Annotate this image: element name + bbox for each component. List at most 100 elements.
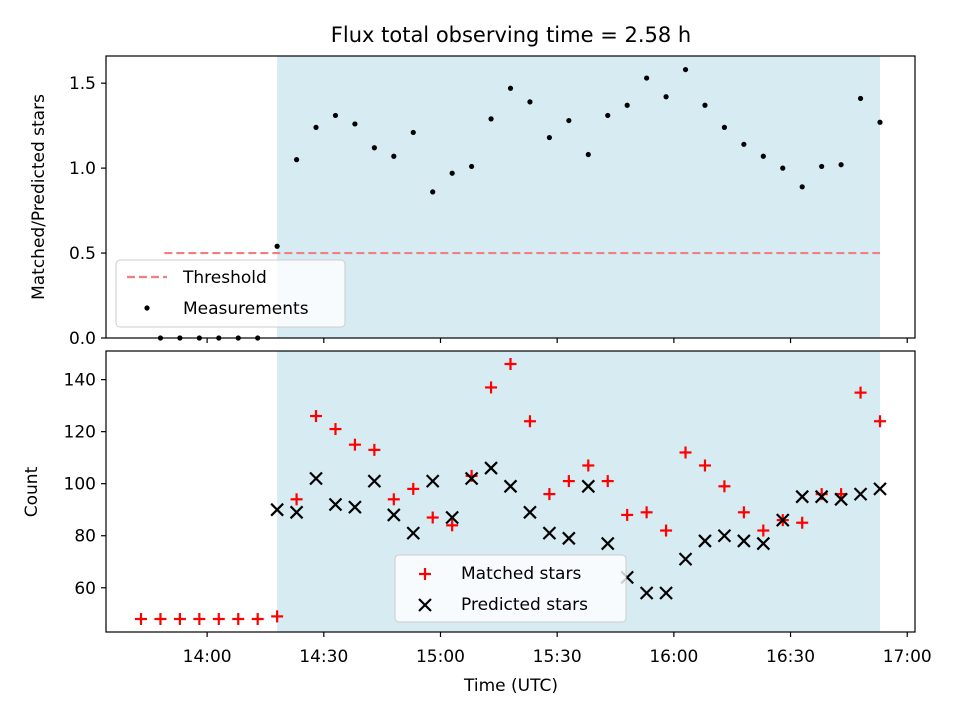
measurement-point: [819, 163, 825, 170]
matched-star-point: [640, 506, 653, 519]
count-panel-frame: [105, 350, 916, 633]
measurement-point: [391, 153, 397, 159]
measurement-point: [663, 94, 669, 100]
y-tick-label: 1.0: [69, 159, 96, 179]
predicted-legend-label: Predicted stars: [461, 595, 588, 615]
predicted-star-point: [853, 487, 868, 501]
predicted-star-point: [270, 502, 284, 517]
count-panel-legend: Matched stars Predicted stars: [394, 554, 627, 623]
matched-star-point: [310, 410, 323, 423]
matched-star-point: [173, 612, 186, 625]
matched-star-point: [193, 612, 206, 625]
measurement-point: [624, 102, 630, 108]
matched-star-point: [854, 386, 867, 399]
measurement-point: [449, 170, 455, 176]
predicted-star-point: [873, 482, 887, 496]
matched-star-point: [601, 475, 614, 488]
y-tick-label: 0.0: [69, 329, 96, 349]
measurement-point: [799, 184, 805, 190]
matched-star-point: [543, 488, 556, 501]
predicted-star-point: [387, 508, 401, 522]
legend-box: [394, 554, 627, 623]
x-tick-label: 16:00: [649, 647, 698, 667]
predicted-star-point: [795, 489, 809, 504]
ratio-panel-frame: [105, 55, 916, 339]
predicted-star-point: [581, 479, 596, 494]
x-axis-label: Time (UTC): [463, 676, 558, 696]
matched-star-point: [407, 482, 420, 495]
predicted-star-point: [425, 474, 440, 488]
matched-star-point: [504, 358, 517, 371]
matched-star-point: [485, 381, 498, 394]
x-tick-label: 14:30: [299, 647, 348, 667]
measurement-point: [410, 129, 416, 136]
predicted-star-point: [503, 479, 518, 494]
matched-star-point: [698, 459, 711, 472]
measurement-point: [682, 66, 689, 73]
predicted-star-point: [600, 536, 615, 551]
legend-box: [115, 259, 346, 328]
measurement-point: [469, 163, 475, 170]
predicted-star-point: [834, 492, 848, 507]
matched-star-point: [348, 438, 361, 451]
y-tick-label: 140: [64, 371, 96, 391]
measurement-point: [780, 165, 786, 171]
matched-star-point: [582, 459, 595, 472]
predicted-legend-swatch: [418, 598, 432, 612]
threshold-legend-label: Threshold: [182, 268, 267, 288]
measurement-point: [430, 189, 436, 195]
matched-star-point: [135, 612, 148, 625]
predicted-star-point: [348, 500, 362, 514]
measurement-point: [371, 145, 377, 151]
ratio-panel-legend: Threshold Measurements: [115, 259, 346, 328]
matched-star-point: [290, 493, 303, 506]
predicted-star-point: [406, 526, 421, 540]
measurement-point: [352, 121, 358, 127]
matched-star-point: [679, 446, 692, 459]
measurement-point: [527, 99, 533, 105]
predicted-star-point: [698, 534, 712, 548]
predicted-star-point: [523, 505, 537, 520]
predicted-star-point: [464, 471, 479, 486]
predicted-star-point: [542, 526, 557, 540]
count-panel-x-ticks: 14:00 14:30 15:00 15:30 16:00 16:30 17:00: [183, 632, 932, 667]
ratio-panel: 0.0 0.5 1.0 1.5 Matched/Predicted stars Thr…: [29, 55, 916, 349]
x-tick-label: 15:00: [416, 647, 465, 667]
matched-star-point: [426, 511, 439, 524]
figure-title: Flux total observing time = 2.58 h: [331, 23, 691, 47]
matched-star-point: [796, 516, 809, 529]
matched-star-point: [873, 415, 886, 428]
predicted-star-point: [717, 528, 732, 543]
matched-star-point: [387, 493, 400, 506]
predicted-star-point: [484, 461, 498, 475]
measurement-point: [877, 119, 883, 125]
measurements-legend-label: Measurements: [183, 299, 309, 319]
matched-star-point: [660, 524, 673, 537]
measurement-point: [702, 102, 708, 108]
predicted-star-point: [445, 510, 459, 525]
predicted-star-point: [367, 474, 382, 488]
matched-legend-swatch: [419, 568, 431, 580]
measurement-point: [741, 141, 747, 147]
measurement-point: [566, 117, 572, 124]
matched-star-point: [154, 612, 167, 625]
measurement-point: [488, 116, 494, 122]
x-tick-label: 16:30: [766, 647, 815, 667]
matched-star-point: [368, 443, 381, 456]
predicted-star-point: [289, 505, 304, 520]
measurement-point: [838, 162, 844, 168]
ratio-panel-x-ticks: [206, 338, 908, 343]
count-panel-y-label: Count: [22, 466, 42, 517]
ratio-panel-y-ticks: 0.0 0.5 1.0 1.5: [69, 74, 106, 349]
measurement-point: [313, 124, 319, 130]
matched-star-point: [757, 524, 770, 537]
y-tick-label: 100: [64, 475, 96, 495]
x-tick-label: 14:00: [183, 647, 232, 667]
predicted-star-point: [659, 586, 673, 600]
measurement-point: [332, 112, 339, 119]
predicted-star-point: [562, 531, 576, 546]
ratio-panel-y-label: Matched/Predicted stars: [29, 94, 49, 300]
predicted-star-point: [756, 536, 771, 551]
y-tick-label: 60: [74, 579, 96, 599]
